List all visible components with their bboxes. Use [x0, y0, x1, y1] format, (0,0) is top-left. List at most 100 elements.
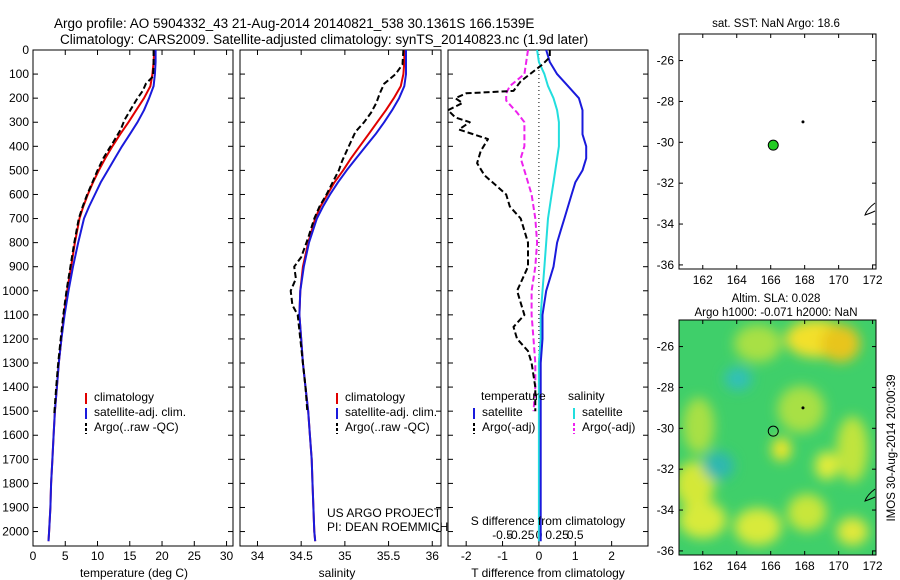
sla-float-marker: [767, 425, 779, 437]
temp-legend-2-label: Argo(..raw -QC): [94, 420, 179, 434]
depth-tick-label: 800: [9, 236, 29, 250]
s-difference-axis-label: S difference from climatology: [471, 514, 626, 528]
sla-map-lat-tick-label: -26: [657, 340, 675, 354]
diff-temp-argo-line: [447, 50, 551, 412]
sst-float-marker: [767, 139, 779, 151]
temperature-axis-label: temperature (deg C): [80, 566, 188, 580]
sla-patch: [702, 451, 735, 480]
sst-map-lat-tick-label: -32: [657, 176, 675, 190]
salinity-axis-tick-label: 34.5: [289, 549, 313, 563]
salinity-axis-label: salinity: [319, 566, 356, 580]
sst-map-lat-tick-label: -36: [657, 258, 675, 272]
sst-map-lon-tick-label: 168: [795, 273, 815, 287]
sla-map-lon-tick-label: 172: [863, 559, 883, 573]
t-diff-tick-label: 2: [608, 549, 615, 563]
depth-tick-label: 1700: [2, 452, 29, 466]
temperature-axis-tick-label: 10: [91, 549, 105, 563]
diff-legend-t-sat-label: satellite: [482, 405, 523, 419]
sla-map-lat-tick-label: -28: [657, 380, 675, 394]
sst-map-lon-tick-label: 170: [829, 273, 849, 287]
sst-map-lon-tick-label: 172: [863, 273, 883, 287]
sla-map: 162 164 166 168 170 172 -26 -28 -30 -32 -34 -36: [657, 319, 883, 573]
sla-map-frame: [678, 319, 877, 556]
sla-map-title: Altim. SLA: 0.028: [732, 293, 821, 305]
depth-tick-label: 1400: [2, 380, 29, 394]
depth-tick-label: 400: [9, 139, 29, 153]
temperature-axis-tick-label: 20: [155, 549, 169, 563]
sla-map-lon-tick-label: 164: [727, 559, 747, 573]
temp-argo-line: [53, 50, 155, 414]
sla-map-coastline: [864, 488, 876, 502]
sal-legend-0-label: climatology: [345, 390, 405, 404]
diff-legend-temperature-header: temperature: [481, 389, 546, 403]
depth-tick-label: 1600: [2, 428, 29, 442]
figure-title-line2: Climatology: CARS2009. Satellite-adjuste…: [60, 32, 588, 47]
depth-tick-label: 0: [22, 43, 29, 57]
figure-title-line1: Argo profile: AO 5904332_43 21-Aug-2014 …: [54, 16, 534, 31]
sst-map-title: sat. SST: NaN Argo: 18.6: [712, 18, 840, 30]
temperature-panel: 0100200300400500600700800900100011001200…: [2, 43, 233, 563]
sla-blobs: [679, 320, 869, 546]
sst-map-lat-tick-label: -34: [657, 217, 675, 231]
depth-tick-label: 1300: [2, 356, 29, 370]
depth-tick-label: 1000: [2, 284, 29, 298]
salinity-axis-tick-label: 34: [251, 549, 265, 563]
sal-legend-2-label: Argo(..raw -QC): [345, 420, 430, 434]
sla-map-lon-tick-label: 170: [829, 559, 849, 573]
diff-temp-satellite-line: [539, 49, 588, 542]
sla-patch: [814, 451, 839, 480]
sla-patch: [777, 385, 825, 433]
depth-tick-label: 2000: [2, 525, 29, 539]
temperature-axis-tick-label: 5: [62, 549, 69, 563]
sla-map-lat-tick-label: -36: [657, 544, 675, 558]
salinity-axis-tick-label: 36: [426, 549, 440, 563]
sst-map-point: [801, 120, 805, 124]
sst-map-coastline: [864, 202, 876, 216]
sst-map: 162 164 166 168 170 172 -26 -28 -30 -32 -34 -36: [657, 33, 883, 287]
sla-patch: [836, 416, 869, 483]
t-diff-tick-label: 1: [572, 549, 579, 563]
sal-legend-1-label: satellite-adj. clim.: [345, 405, 437, 419]
sst-map-lon-tick-label: 162: [693, 273, 713, 287]
depth-tick-label: 700: [9, 212, 29, 226]
temp-legend-0-label: climatology: [94, 390, 154, 404]
temperature-axis-tick-label: 0: [30, 549, 37, 563]
sal-argo-line: [289, 49, 405, 412]
sla-map-lat-tick-label: -30: [657, 421, 675, 435]
s-diff-tick-label: 0.25: [545, 528, 569, 542]
temperature-plot-area: [32, 49, 234, 547]
sla-patch: [724, 367, 752, 391]
t-difference-axis-label: T difference from climatology: [471, 566, 625, 580]
salinity-axis-tick-label: 35.5: [377, 549, 401, 563]
s-diff-tick-label: -0.25: [507, 528, 535, 542]
depth-tick-label: 1900: [2, 500, 29, 514]
depth-tick-label: 900: [9, 260, 29, 274]
s-diff-tick-label: -0.5: [492, 528, 513, 542]
t-diff-tick-label: -1: [497, 549, 508, 563]
temperature-axis-tick-label: 30: [220, 549, 234, 563]
sla-map-lon-tick-label: 166: [761, 559, 781, 573]
sla-map-subtitle: Argo h1000: -0.071 h2000: NaN: [694, 307, 857, 319]
depth-tick-label: 1100: [3, 308, 29, 322]
sal-satellite-line: [298, 50, 407, 542]
t-diff-tick-label: -2: [461, 549, 472, 563]
sla-patch: [787, 493, 827, 532]
sst-map-area: [678, 33, 877, 270]
salinity-axis-tick-label: 35: [338, 549, 352, 563]
sla-patch: [734, 324, 782, 363]
diff-sal-argo-line: [505, 49, 539, 412]
temp-satellite-line: [47, 50, 157, 542]
sla-map-lon-tick-label: 162: [693, 559, 713, 573]
diff-legend-salinity-header: salinity: [568, 389, 605, 403]
depth-tick-label: 600: [9, 187, 29, 201]
difference-plot-area: [447, 49, 649, 547]
depth-tick-label: 100: [9, 67, 29, 81]
diff-legend-s-sat-label: satellite: [582, 405, 623, 419]
depth-tick-label: 500: [9, 163, 29, 177]
depth-tick-label: 1500: [2, 404, 29, 418]
salinity-panel: 34 34.5 35 35.5 36 climatologysatellite-adj. …: [239, 49, 442, 563]
sla-patch: [771, 437, 792, 461]
sla-field: [679, 320, 876, 555]
sla-map-lat-tick-label: -34: [657, 503, 675, 517]
